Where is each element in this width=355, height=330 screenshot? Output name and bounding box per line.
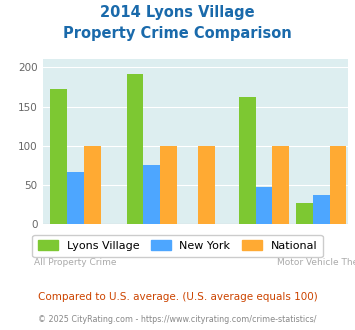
Text: Burglary: Burglary: [245, 244, 283, 253]
Text: All Property Crime: All Property Crime: [34, 258, 117, 267]
Text: Arson: Arson: [194, 244, 220, 253]
Bar: [160, 146, 177, 224]
Text: 2014 Lyons Village: 2014 Lyons Village: [100, 5, 255, 20]
Bar: [143, 165, 160, 224]
Bar: [50, 89, 67, 224]
Bar: [126, 74, 143, 224]
Bar: [329, 146, 346, 224]
Bar: [67, 172, 84, 224]
Bar: [84, 146, 100, 224]
Bar: [296, 203, 313, 224]
Text: Property Crime Comparison: Property Crime Comparison: [63, 26, 292, 41]
Text: Larceny & Theft: Larceny & Theft: [116, 244, 188, 253]
Text: © 2025 CityRating.com - https://www.cityrating.com/crime-statistics/: © 2025 CityRating.com - https://www.city…: [38, 315, 317, 324]
Text: Motor Vehicle Theft: Motor Vehicle Theft: [277, 258, 355, 267]
Bar: [272, 146, 289, 224]
Bar: [239, 97, 256, 224]
Bar: [313, 195, 329, 224]
Bar: [198, 146, 215, 224]
Text: Compared to U.S. average. (U.S. average equals 100): Compared to U.S. average. (U.S. average …: [38, 292, 317, 302]
Bar: [256, 187, 272, 224]
Legend: Lyons Village, New York, National: Lyons Village, New York, National: [32, 235, 323, 257]
